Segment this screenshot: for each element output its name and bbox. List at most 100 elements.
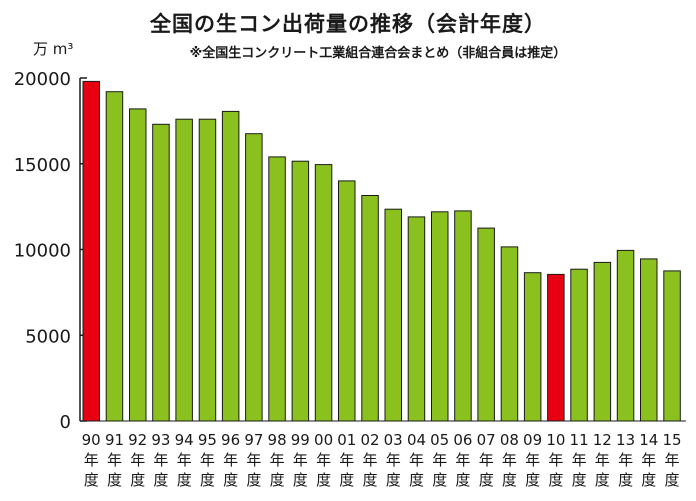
bar-04	[407, 216, 426, 422]
x-tick-label-fiscal: 度	[362, 471, 377, 489]
bar-95	[198, 118, 217, 422]
bar-07	[477, 227, 495, 422]
y-tick-label: 10000	[14, 241, 71, 262]
bar-01	[338, 180, 356, 422]
x-tick-label-fiscal: 度	[572, 471, 587, 489]
x-tick-label: 94	[175, 431, 194, 449]
x-tick-label-year: 年	[572, 451, 587, 469]
x-tick-label-year: 年	[223, 451, 238, 469]
x-tick-label: 00	[314, 431, 333, 449]
x-tick-label: 12	[593, 431, 612, 449]
bar-15	[663, 270, 681, 422]
bar-12	[593, 261, 612, 422]
x-tick-label: 98	[268, 431, 287, 449]
bar-92	[129, 108, 147, 422]
x-tick-label-year: 年	[618, 451, 633, 469]
x-tick-label-year: 年	[409, 451, 424, 469]
x-tick-label-year: 年	[502, 451, 517, 469]
x-tick-label: 95	[198, 431, 217, 449]
y-tick-label: 0	[60, 412, 71, 433]
x-tick-label-year: 年	[386, 451, 401, 469]
bar-90	[82, 80, 100, 422]
x-tick-label-year: 年	[246, 451, 261, 469]
y-tick-label: 15000	[14, 155, 71, 176]
x-tick-label-fiscal: 度	[479, 471, 494, 489]
y-tick-label: 5000	[25, 326, 71, 347]
bar-11	[570, 268, 588, 422]
x-tick-label: 15	[662, 431, 681, 449]
x-tick-label-year: 年	[153, 451, 168, 469]
x-tick-label-year: 年	[339, 451, 354, 469]
bar-96	[221, 110, 240, 422]
x-tick-label-year: 年	[130, 451, 145, 469]
x-tick-label: 01	[337, 431, 356, 449]
bar-00	[314, 164, 333, 422]
chart-subtitle: ※全国生コンクリート工業組合連合会まとめ（非組合員は推定）	[189, 46, 567, 61]
x-tick-label: 11	[570, 431, 589, 449]
x-tick-label: 90	[82, 431, 101, 449]
x-tick-label: 03	[384, 431, 403, 449]
x-tick-label-year: 年	[270, 451, 285, 469]
bar-97	[245, 133, 263, 422]
bar-13	[616, 249, 635, 422]
x-tick-label: 96	[221, 431, 240, 449]
x-tick-label-year: 年	[664, 451, 679, 469]
x-tick-label: 02	[360, 431, 379, 449]
bar-05	[431, 211, 449, 422]
x-tick-label: 04	[407, 431, 426, 449]
x-tick-label-fiscal: 度	[246, 471, 261, 489]
y-axis: 0 5000 10000 15000 20000	[14, 69, 87, 433]
x-tick-label: 09	[523, 431, 542, 449]
x-tick-label-fiscal: 度	[270, 471, 285, 489]
x-tick-label-fiscal: 度	[502, 471, 517, 489]
x-tick-label-fiscal: 度	[223, 471, 238, 489]
chart-title: 全国の生コン出荷量の推移（会計年度）	[150, 12, 546, 36]
bar-08	[500, 246, 519, 422]
bar-14	[640, 258, 658, 422]
x-tick-label-year: 年	[362, 451, 377, 469]
bar-09	[523, 272, 542, 422]
x-tick-label-fiscal: 度	[316, 471, 331, 489]
x-tick-label-year: 年	[177, 451, 192, 469]
x-tick-label-fiscal: 度	[84, 471, 99, 489]
x-tick-label-fiscal: 度	[177, 471, 192, 489]
bar-10	[547, 273, 565, 422]
y-tick-label: 20000	[14, 69, 71, 90]
bar-99	[291, 160, 310, 422]
x-tick-label: 14	[639, 431, 658, 449]
x-tick-label: 13	[616, 431, 635, 449]
x-tick-label: 10	[546, 431, 565, 449]
x-tick-label-year: 年	[595, 451, 610, 469]
x-tick-label-fiscal: 度	[595, 471, 610, 489]
x-tick-label-fiscal: 度	[641, 471, 656, 489]
bars	[80, 80, 686, 422]
bar-93	[152, 123, 170, 422]
x-tick-label: 08	[500, 431, 519, 449]
x-tick-label: 91	[105, 431, 124, 449]
x-tick-label-fiscal: 度	[339, 471, 354, 489]
bar-94	[175, 118, 193, 422]
x-tick-label: 99	[291, 431, 310, 449]
x-tick-label-fiscal: 度	[455, 471, 470, 489]
bar-06	[454, 210, 472, 422]
x-tick-label-fiscal: 度	[293, 471, 308, 489]
x-tick-label-fiscal: 度	[107, 471, 122, 489]
x-tick-label-fiscal: 度	[386, 471, 401, 489]
x-tick-label: 07	[477, 431, 496, 449]
x-tick-label-year: 年	[293, 451, 308, 469]
x-tick-label-fiscal: 度	[618, 471, 633, 489]
x-tick-label-fiscal: 度	[409, 471, 424, 489]
x-tick-label: 05	[430, 431, 449, 449]
x-tick-label: 97	[244, 431, 263, 449]
bar-91	[105, 91, 124, 422]
x-tick-label: 06	[453, 431, 472, 449]
x-tick-label: 93	[151, 431, 170, 449]
x-tick-label-year: 年	[455, 451, 470, 469]
x-tick-label-fiscal: 度	[432, 471, 447, 489]
x-tick-label-year: 年	[84, 451, 99, 469]
bar-98	[268, 156, 286, 422]
bar-02	[361, 195, 379, 422]
x-tick-label-year: 年	[525, 451, 540, 469]
x-tick-label-year: 年	[107, 451, 122, 469]
